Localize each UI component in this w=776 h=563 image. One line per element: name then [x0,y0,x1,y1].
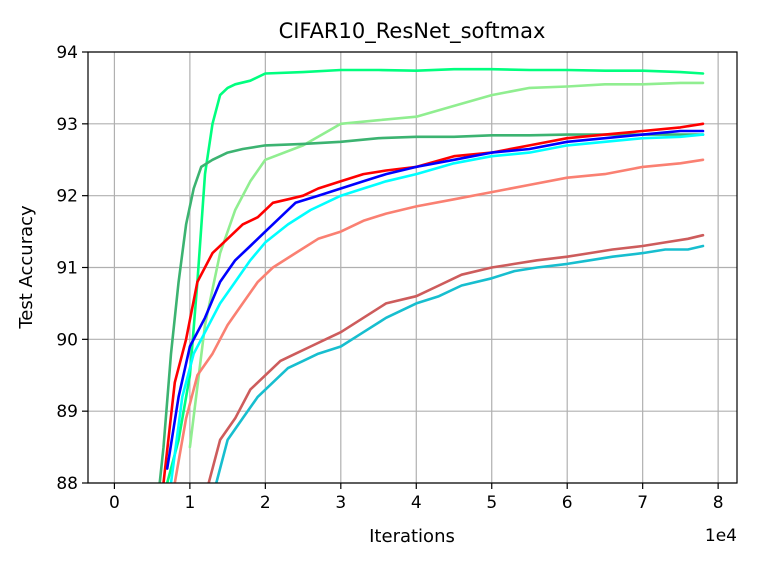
y-tick-label: 93 [56,115,78,135]
x-tick-label: 6 [562,493,573,513]
series-line-7 [173,158,705,483]
x-tick-label: 7 [637,493,648,513]
series-line-1 [165,67,705,483]
y-tick-label: 91 [56,259,78,279]
y-tick-label: 89 [56,402,78,422]
x-axis-label: Iterations [369,526,455,547]
y-axis-label: Test Accuracy [16,205,37,330]
x-tick-label: 8 [713,493,724,513]
y-tick-label: 90 [56,330,78,350]
x-tick-label: 2 [260,493,271,513]
series-line-4 [162,122,705,483]
series-group [158,67,705,483]
series-line-9 [215,244,705,483]
series-line-5 [165,129,705,470]
x-tick-label: 5 [486,493,497,513]
x-tick-label: 3 [335,493,346,513]
x-tick-label: 4 [411,493,422,513]
y-tick-label: 92 [56,187,78,207]
series-line-8 [207,233,705,483]
x-tick-label: 1 [184,493,195,513]
y-tick-label: 94 [56,43,78,63]
series-line-6 [169,133,705,483]
x-axis-offset-label: 1e4 [705,526,737,546]
x-tick-label: 0 [109,493,120,513]
series-line-2 [188,81,705,449]
chart-title: CIFAR10_ResNet_softmax [279,19,546,44]
series-line-3 [158,133,705,483]
y-tick-label: 88 [56,474,78,494]
